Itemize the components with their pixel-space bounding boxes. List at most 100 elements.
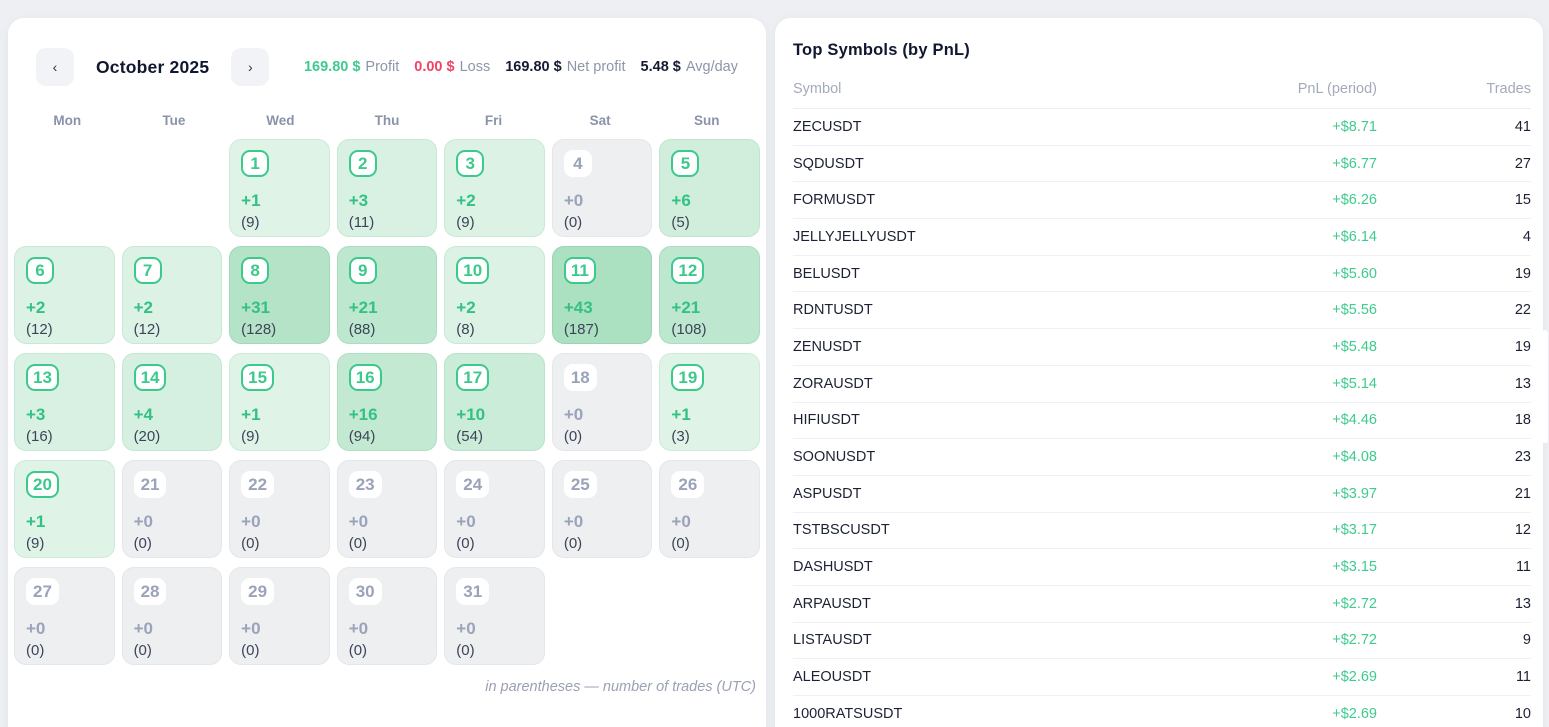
day-number-badge: 14 [133,364,167,391]
symbol-trades: 11 [1515,559,1531,576]
symbol-name: DASHUSDT [793,559,873,576]
symbol-pnl: +$5.48 [1332,338,1377,355]
symbol-pnl: +$5.56 [1332,302,1377,319]
calendar-day-cell[interactable]: 16 +16 (94) [336,353,438,451]
calendar-day-cell[interactable]: 27 +0 (0) [14,567,115,665]
calendar-day-cell[interactable]: 30 +0 (0) [336,567,438,665]
day-pnl-value: +0 [563,405,584,424]
summary-stats: 169.80 $ Profit 0.00 $ Loss 169.80 $ Net… [304,59,738,75]
day-pnl-value: +1 [241,405,261,424]
calendar-day-cell[interactable]: 13 +3 (16) [14,353,115,451]
stat-profit: 169.80 $ Profit [304,59,399,75]
symbol-trades: 21 [1514,485,1531,502]
weekday-label-sat: Sat [589,113,611,128]
calendar-header: ‹ October 2025 › 169.80 $ Profit 0.00 $ … [8,18,766,86]
symbol-row[interactable]: SQDUSDT +$6.77 27 [793,146,1531,183]
calendar-day-cell[interactable]: 4 +0 (0) [551,139,653,237]
day-trades-count: (9) [456,214,475,232]
stat-loss: 0.00 $ Loss [414,59,490,75]
profit-value: 169.80 $ [303,59,361,75]
weekday-header-row: Mon Tue Wed Thu Fri Sat Sun [14,113,760,128]
day-number-badge: 2 [348,150,377,177]
symbol-name: FORMUSDT [793,192,876,209]
symbol-row[interactable]: JELLYJELLYUSDT +$6.14 4 [793,219,1531,256]
calendar-day-cell[interactable]: 5 +6 (5) [659,139,760,237]
calendar-day-cell[interactable]: 1 +1 (9) [229,139,330,237]
day-pnl-value: +10 [456,405,486,424]
symbol-pnl: +$3.97 [1332,485,1377,502]
day-trades-count: (8) [456,321,475,339]
calendar-day-cell[interactable]: 21 +0 (0) [121,460,223,558]
day-number-badge: 24 [456,471,490,498]
symbol-row[interactable]: ZENUSDT +$5.48 19 [793,329,1531,366]
day-number-badge: 18 [563,364,597,391]
symbol-name: 1000RATSUSDT [793,705,903,722]
calendar-day-cell[interactable]: 9 +21 (88) [336,246,438,344]
calendar-day-cell[interactable]: 14 +4 (20) [121,353,223,451]
symbol-row[interactable]: ZECUSDT +$8.71 41 [793,109,1531,146]
calendar-day-cell[interactable]: 7 +2 (12) [121,246,223,344]
day-trades-count: (88) [348,321,376,339]
symbol-pnl: +$4.08 [1332,449,1377,466]
day-number-badge: 28 [133,578,167,605]
prev-month-button[interactable]: ‹ [36,48,74,86]
day-trades-count: (0) [671,535,690,553]
calendar-day-cell[interactable]: 17 +10 (54) [444,353,545,451]
symbol-pnl: +$2.69 [1332,705,1377,722]
calendar-day-cell[interactable]: 18 +0 (0) [551,353,653,451]
column-header-pnl: PnL (period) [1297,81,1377,97]
calendar-day-cell[interactable]: 24 +0 (0) [444,460,545,558]
symbol-row[interactable]: HIFIUSDT +$4.46 18 [793,403,1531,440]
calendar-day-cell[interactable]: 12 +21 (108) [659,246,760,344]
calendar-day-cell[interactable]: 10 +2 (8) [444,246,545,344]
symbol-row[interactable]: LISTAUSDT +$2.72 9 [793,623,1531,660]
symbol-name: ZENUSDT [793,338,862,355]
calendar-day-cell[interactable]: 2 +3 (11) [336,139,438,237]
calendar-day-cell[interactable]: 31 +0 (0) [444,567,545,665]
symbol-row[interactable]: 1000RATSUSDT +$2.69 10 [793,696,1531,727]
symbol-name: ZORAUSDT [793,375,873,392]
calendar-day-cell[interactable]: 11 +43 (187) [551,246,653,344]
symbol-row[interactable]: DASHUSDT +$3.15 11 [793,549,1531,586]
calendar-day-cell[interactable]: 20 +1 (9) [14,460,115,558]
calendar-day-cell[interactable]: 29 +0 (0) [229,567,330,665]
symbol-row[interactable]: FORMUSDT +$6.26 15 [793,182,1531,220]
day-trades-count: (94) [348,428,376,446]
symbol-row[interactable]: ARPAUSDT +$2.72 13 [793,586,1531,623]
day-pnl-value: +0 [563,191,584,210]
calendar-day-cell[interactable]: 26 +0 (0) [659,460,760,558]
symbol-row[interactable]: ASPUSDT +$3.97 21 [793,476,1531,513]
calendar-day-cell[interactable]: 25 +0 (0) [551,460,653,558]
symbol-row[interactable]: SOONUSDT +$4.08 23 [793,439,1531,476]
calendar-day-cell[interactable]: 15 +1 (9) [229,353,330,451]
symbol-row[interactable]: TSTBSCUSDT +$3.17 12 [793,513,1531,550]
calendar-day-cell[interactable]: 6 +2 (12) [14,246,115,344]
day-number-badge: 4 [563,150,592,177]
scrollbar-thumb[interactable] [1542,330,1548,443]
calendar-day-cell[interactable]: 28 +0 (0) [121,567,223,665]
calendar-month-title: October 2025 [96,56,210,77]
day-number-badge: 26 [671,471,705,498]
symbol-pnl: +$2.72 [1332,632,1377,649]
calendar-day-cell[interactable]: 3 +2 (9) [444,139,545,237]
day-pnl-value: +31 [241,298,270,317]
symbol-trades: 11 [1515,669,1531,686]
next-month-button[interactable]: › [231,48,270,86]
calendar-grid: 1 +1 (9) 2 +3 (11) 3 +2 (9) 4 +0 (0) 5 +6 (5) 6 +2 (12) 7 +… [14,139,760,665]
symbol-row[interactable]: ZORAUSDT +$5.14 13 [793,366,1531,403]
day-trades-count: (12) [26,321,53,339]
day-trades-count: (12) [133,321,161,339]
day-number-badge: 19 [671,364,705,391]
symbol-trades: 19 [1514,338,1531,355]
calendar-day-cell[interactable]: 8 +31 (128) [229,246,330,344]
weekday-label-mon: Mon [53,113,82,128]
calendar-day-cell[interactable]: 23 +0 (0) [336,460,438,558]
symbol-row[interactable]: RDNTUSDT +$5.56 22 [793,292,1531,330]
day-trades-count: (0) [456,535,475,553]
day-trades-count: (0) [348,642,368,660]
symbol-row[interactable]: BELUSDT +$5.60 19 [793,256,1531,293]
calendar-day-cell[interactable]: 19 +1 (3) [659,353,760,451]
calendar-day-cell[interactable]: 22 +0 (0) [229,460,330,558]
symbol-row[interactable]: ALEOUSDT +$2.69 11 [793,659,1531,696]
symbol-name: SQDUSDT [793,155,864,172]
